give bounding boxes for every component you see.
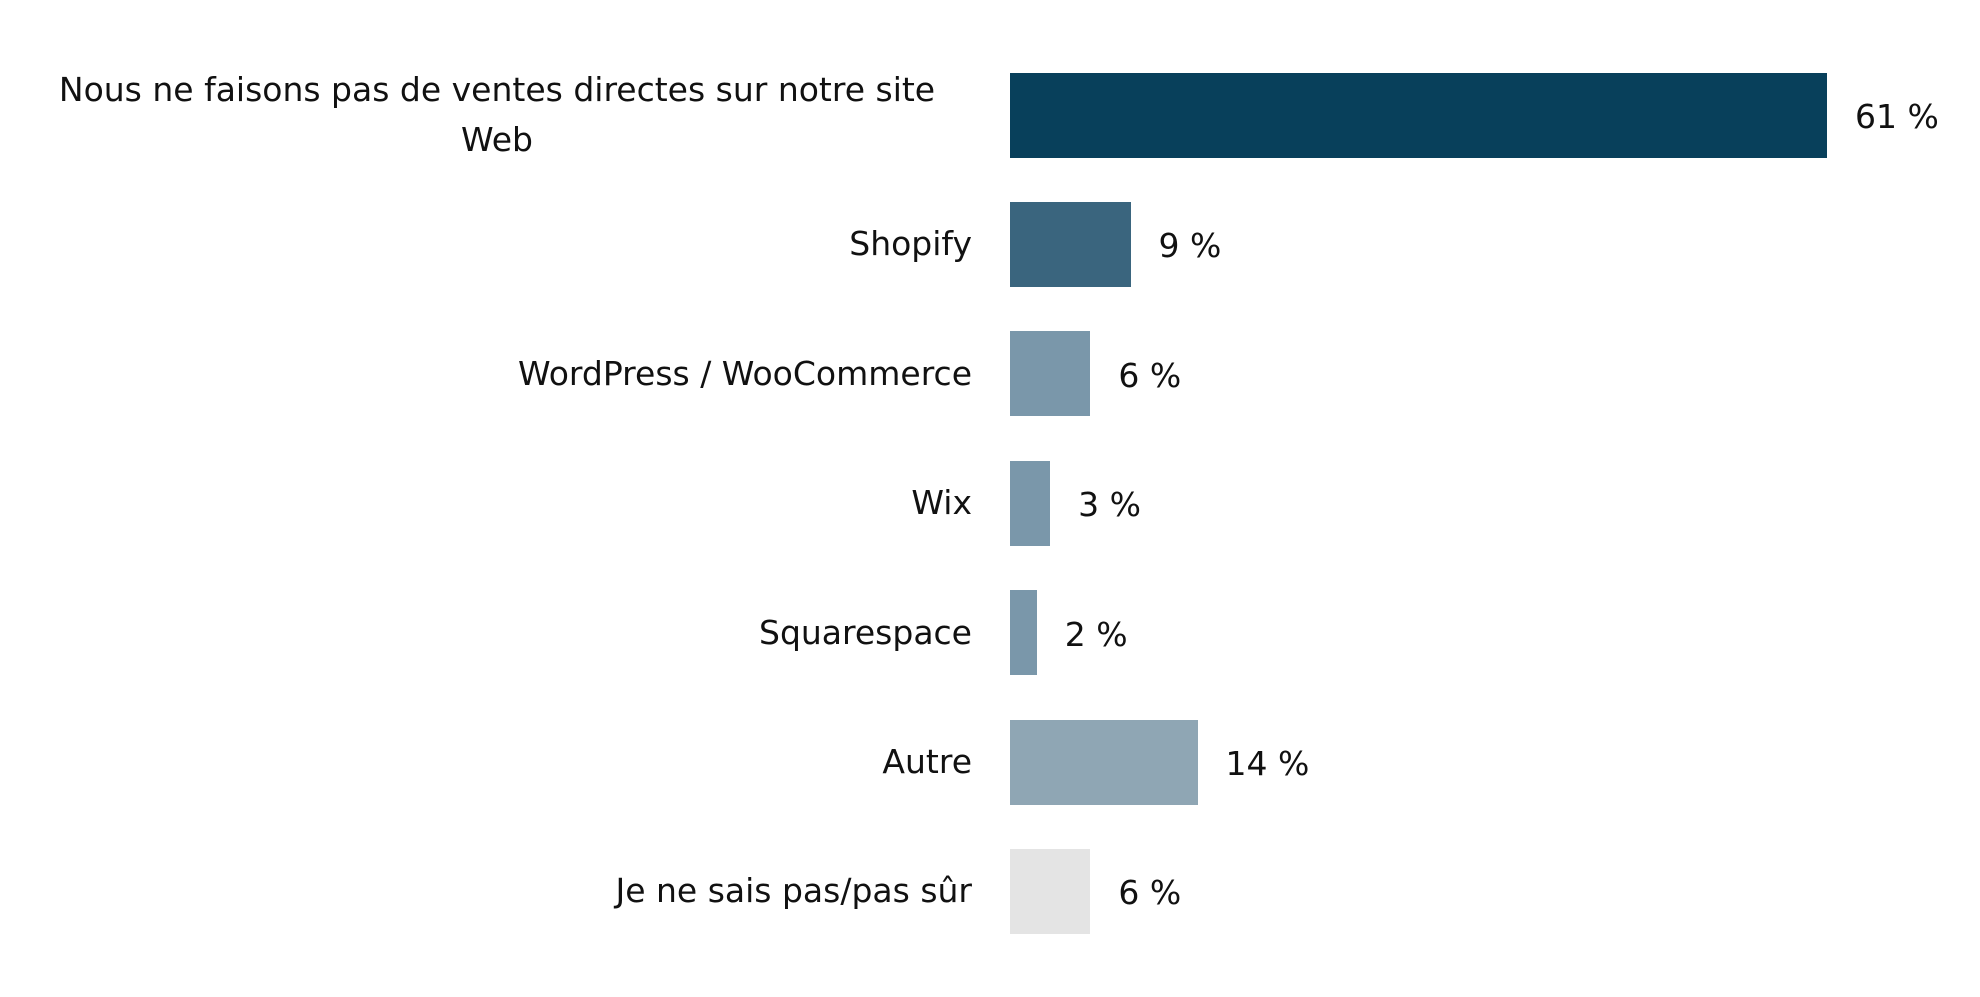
value-label: 6 %	[1118, 355, 1182, 395]
category-label: Autre	[882, 742, 972, 781]
value-label: 61 %	[1855, 97, 1939, 136]
bar	[1010, 201, 1131, 287]
value-label: 9 %	[1158, 226, 1222, 266]
bar	[1010, 719, 1198, 805]
category-label: Wix	[911, 483, 972, 523]
bar	[1010, 590, 1037, 676]
value-label: 14 %	[1225, 744, 1310, 783]
bar	[1010, 460, 1051, 546]
category-label: Squarespace	[759, 612, 972, 652]
value-label: 6 %	[1118, 873, 1182, 913]
category-label: Nous ne faisons pas de ventes directes s…	[58, 70, 936, 159]
category-label: WordPress / WooCommerce	[518, 353, 972, 393]
value-label: 2 %	[1064, 614, 1128, 654]
category-label: Je ne sais pas/pas sûr	[615, 871, 972, 911]
category-label: Shopify	[849, 224, 972, 264]
bar	[1010, 72, 1827, 158]
bar	[1010, 848, 1091, 934]
bar	[1010, 331, 1091, 417]
value-label: 3 %	[1078, 485, 1142, 525]
